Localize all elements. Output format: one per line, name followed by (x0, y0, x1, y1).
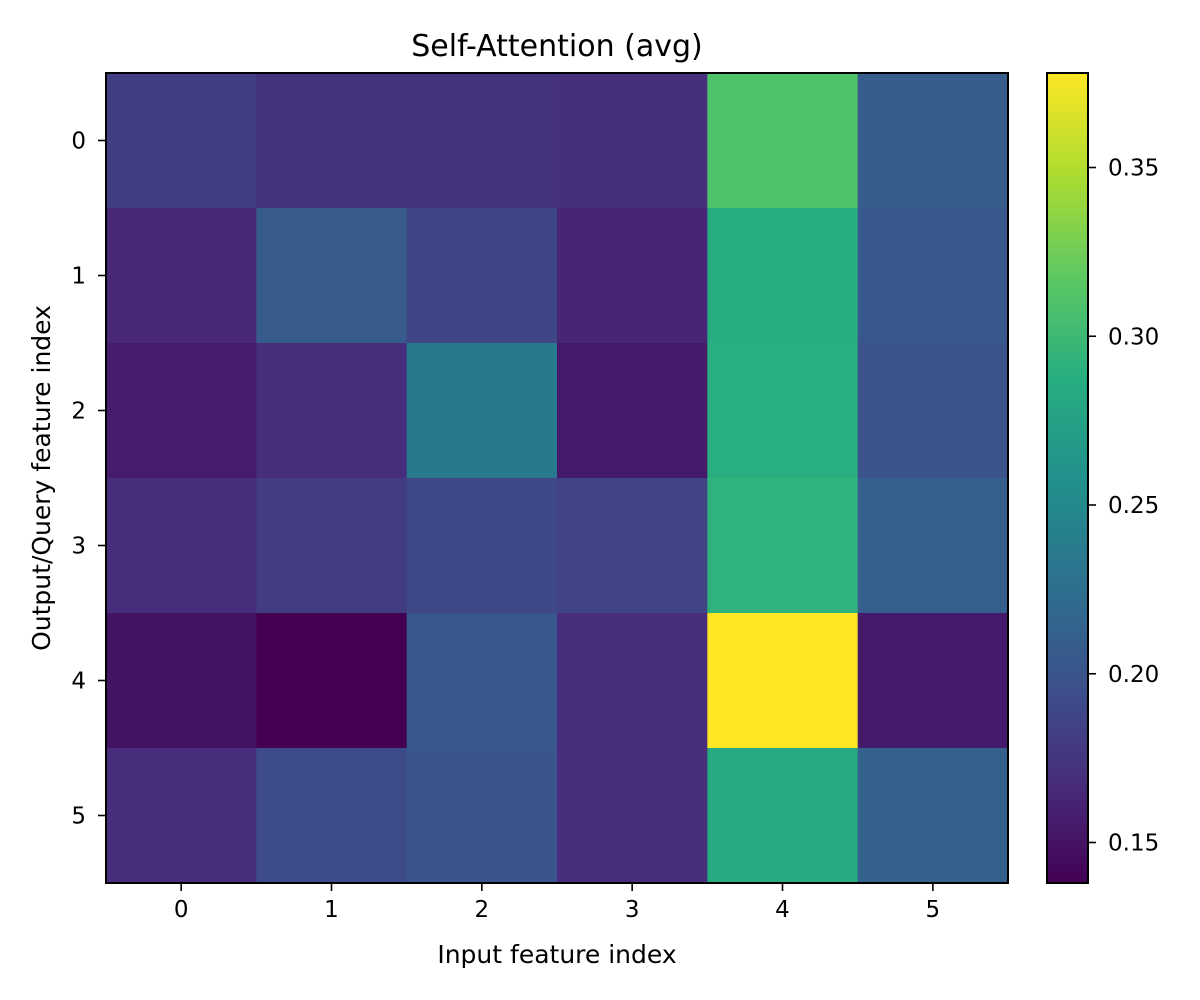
heatmap-cell (406, 208, 558, 344)
y-tick-label: 2 (71, 399, 86, 425)
heatmap-cell (857, 343, 1009, 479)
x-tick-label: 5 (926, 897, 941, 923)
heatmap-cell (707, 613, 859, 749)
colorbar-tick-label: 0.25 (1108, 493, 1159, 519)
heatmap-cell (557, 208, 708, 344)
heatmap-cell (707, 478, 859, 614)
heatmap-cell (106, 748, 257, 884)
heatmap-cell (406, 343, 558, 479)
x-tick-label: 3 (625, 897, 640, 923)
heatmap-cell (557, 478, 708, 614)
heatmap-cell (857, 73, 1009, 209)
y-tick-label: 0 (71, 129, 86, 155)
heatmap-cell (406, 748, 558, 884)
plot-frame (105, 72, 1009, 884)
y-tick-label: 3 (71, 534, 86, 560)
heatmap-cell (106, 613, 257, 749)
heatmap-cell (857, 613, 1009, 749)
heatmap-cell (106, 208, 257, 344)
y-axis-ticks: 0 1 2 3 4 5 (71, 129, 106, 830)
colorbar-ticks: 0.15 0.20 0.25 0.30 0.35 (1088, 156, 1159, 857)
heatmap-cell (857, 748, 1009, 884)
heatmap-cell (707, 343, 859, 479)
heatmap-cell (707, 748, 859, 884)
y-tick-label: 5 (71, 804, 86, 830)
colorbar-tick-label: 0.30 (1108, 324, 1159, 350)
heatmap-cell (256, 208, 408, 344)
heatmap-cell (557, 343, 708, 479)
heatmap-cell (857, 208, 1009, 344)
heatmap-cell (557, 748, 708, 884)
heatmap-cell (406, 73, 558, 209)
colorbar-tick-label: 0.35 (1108, 156, 1159, 182)
heatmap-cell (857, 478, 1009, 614)
y-tick-label: 1 (71, 264, 86, 290)
heatmap-cell (406, 478, 558, 614)
x-tick-label: 1 (324, 897, 339, 923)
heatmap-cell (106, 73, 257, 209)
heatmap-cell (256, 748, 408, 884)
y-axis-label: Output/Query feature index (27, 305, 56, 651)
heatmap-cell (256, 343, 408, 479)
heatmap-cell (707, 208, 859, 344)
heatmap-cell (256, 613, 408, 749)
heatmap-cells (106, 73, 1009, 884)
heatmap-cell (106, 343, 257, 479)
colorbar-tick-label: 0.20 (1108, 662, 1159, 688)
x-tick-label: 4 (775, 897, 790, 923)
y-tick-label: 4 (71, 669, 86, 695)
heatmap-cell (256, 73, 408, 209)
heatmap-cell (256, 478, 408, 614)
x-tick-label: 2 (475, 897, 490, 923)
heatmap-cell (406, 613, 558, 749)
x-axis-ticks: 0 1 2 3 4 5 (174, 883, 940, 923)
heatmap-cell (106, 478, 257, 614)
x-tick-label: 0 (174, 897, 189, 923)
chart-title: Self-Attention (avg) (411, 29, 703, 64)
heatmap-cell (557, 613, 708, 749)
x-axis-label: Input feature index (437, 940, 676, 969)
heatmap-cell (557, 73, 708, 209)
colorbar (1046, 72, 1089, 884)
heatmap-cell (707, 73, 859, 209)
colorbar-tick-label: 0.15 (1108, 831, 1159, 857)
